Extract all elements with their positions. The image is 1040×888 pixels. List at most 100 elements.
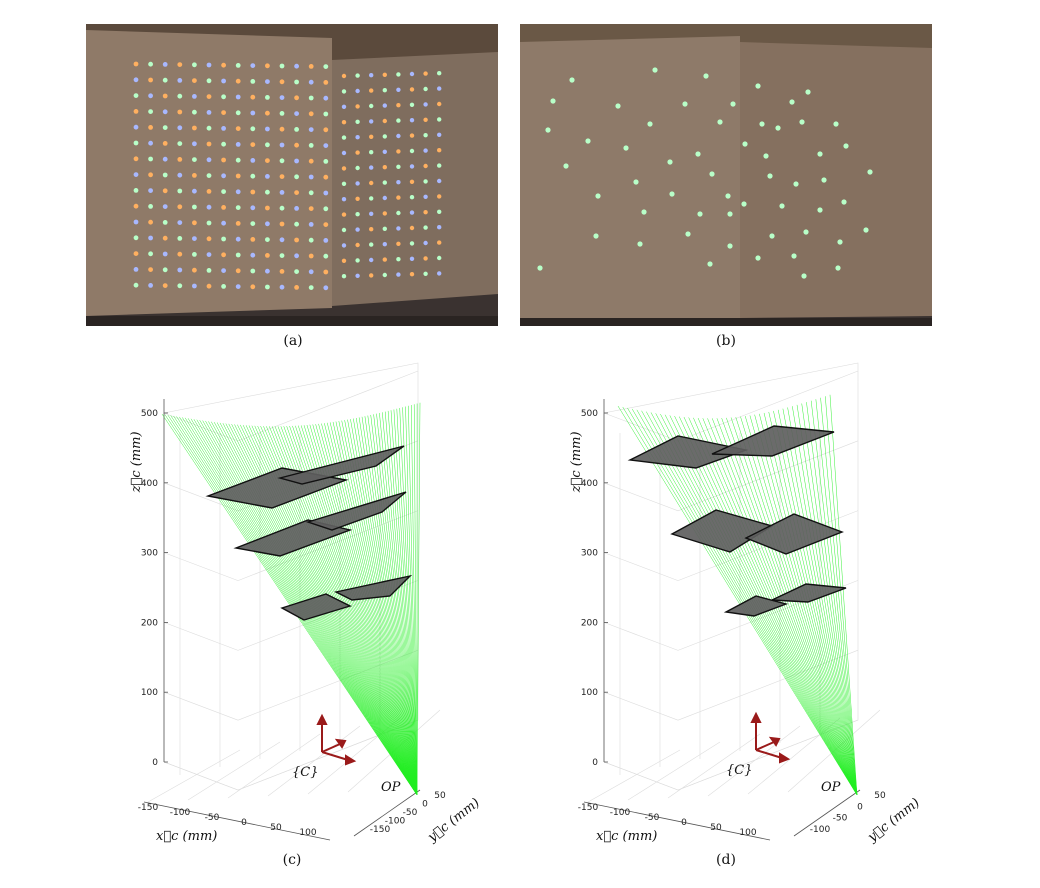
grid-dot <box>423 102 428 107</box>
pattern-dot <box>647 121 653 127</box>
grid-dot <box>177 236 183 241</box>
y-tick-label: -100 <box>810 825 831 835</box>
grid-dot <box>192 173 197 178</box>
ray <box>744 415 858 796</box>
grid-dot <box>265 174 270 179</box>
ray <box>373 414 418 796</box>
pattern-dot <box>682 101 688 107</box>
grid-dot <box>341 274 347 279</box>
grid-dot <box>235 63 241 68</box>
grid-dot <box>177 109 183 115</box>
grid-dot <box>294 127 299 132</box>
y-axis-label: y⃗c (mm) <box>424 796 482 846</box>
floor-line <box>227 733 321 799</box>
pattern-dot <box>550 98 556 104</box>
ray <box>321 423 418 796</box>
z-axis-label: z⃗c (mm) <box>129 431 144 493</box>
pattern-dot <box>763 153 769 159</box>
grid-dot <box>437 117 442 122</box>
photo-a-svg <box>86 24 498 326</box>
ray <box>735 417 858 796</box>
ray <box>405 406 418 796</box>
grid-dot <box>369 180 374 186</box>
ray <box>396 408 418 796</box>
caption-d: (d) <box>716 852 736 868</box>
grid-dot <box>177 141 183 146</box>
grid-dot <box>423 117 428 123</box>
frame-y-arrow <box>321 743 341 753</box>
grid-dot <box>308 127 314 132</box>
grid-dot <box>437 271 442 276</box>
grid-dot <box>409 241 415 246</box>
grid-dot <box>323 253 329 259</box>
grid-line <box>163 691 239 721</box>
y-tick-label: -100 <box>385 817 406 827</box>
pattern-dot <box>641 209 647 215</box>
y-axis <box>353 789 421 837</box>
ray <box>726 417 858 796</box>
ray <box>782 408 858 796</box>
grid-dot <box>148 188 153 194</box>
grid-dot <box>265 142 270 148</box>
grid-dot <box>250 126 256 132</box>
caption-c: (c) <box>282 852 302 868</box>
grid-dot <box>162 267 168 273</box>
grid-dot <box>355 258 360 263</box>
grid-dot <box>308 95 314 101</box>
grid-line <box>163 552 239 581</box>
grid-dot <box>279 205 285 211</box>
grid-dot <box>133 109 139 114</box>
grid-dot <box>250 252 256 258</box>
pattern-dot <box>615 103 621 109</box>
grid-dot <box>192 252 197 257</box>
x-axis-label: x⃗c (mm) <box>596 829 657 844</box>
ray <box>707 418 858 796</box>
grid-dot <box>192 62 197 68</box>
grid-line <box>163 622 239 651</box>
pattern-dot <box>867 169 873 175</box>
frame-y-head <box>334 738 347 749</box>
grid-dot <box>250 94 256 100</box>
grid-dot <box>148 251 153 257</box>
grid-dot <box>341 73 347 79</box>
grid-dot <box>206 78 212 84</box>
grid-dot <box>382 118 387 124</box>
grid-dot <box>308 158 314 164</box>
ray <box>801 403 858 796</box>
grid-dot <box>235 268 241 274</box>
grid-dot <box>148 204 153 209</box>
ray <box>367 415 418 796</box>
grid-dot <box>382 226 387 231</box>
grid-dot <box>355 150 360 155</box>
grid-dot <box>341 181 347 186</box>
x-tick-label: 100 <box>299 828 316 838</box>
pattern-dot <box>595 193 601 199</box>
grid-line <box>603 622 679 651</box>
grid-dot <box>341 243 347 248</box>
z-axis-label: z⃗c (mm) <box>569 431 584 493</box>
grid-dot <box>369 88 374 93</box>
grid-dot <box>221 189 227 195</box>
grid-dot <box>294 142 299 148</box>
x-tick-label: -50 <box>645 813 660 823</box>
grid-dot <box>382 134 387 139</box>
grid-dot <box>423 210 428 215</box>
grid-dot <box>369 103 374 109</box>
grid-dot <box>192 267 197 273</box>
grid-dot <box>250 205 256 211</box>
x-axis-label: x⃗c (mm) <box>156 829 217 844</box>
grid-dot <box>341 258 347 263</box>
grid-dot <box>396 103 401 108</box>
ray <box>825 396 858 796</box>
grid-dot <box>308 206 314 212</box>
grid-dot <box>221 157 227 163</box>
pattern-dot <box>755 83 761 89</box>
grid-dot <box>162 251 168 257</box>
ray <box>754 414 858 796</box>
grid-dot <box>396 180 401 185</box>
grid-dot <box>221 141 227 147</box>
grid-dot <box>177 172 183 178</box>
grid-dot <box>423 71 428 76</box>
grid-dot <box>221 252 227 258</box>
grid-dot <box>148 156 153 162</box>
